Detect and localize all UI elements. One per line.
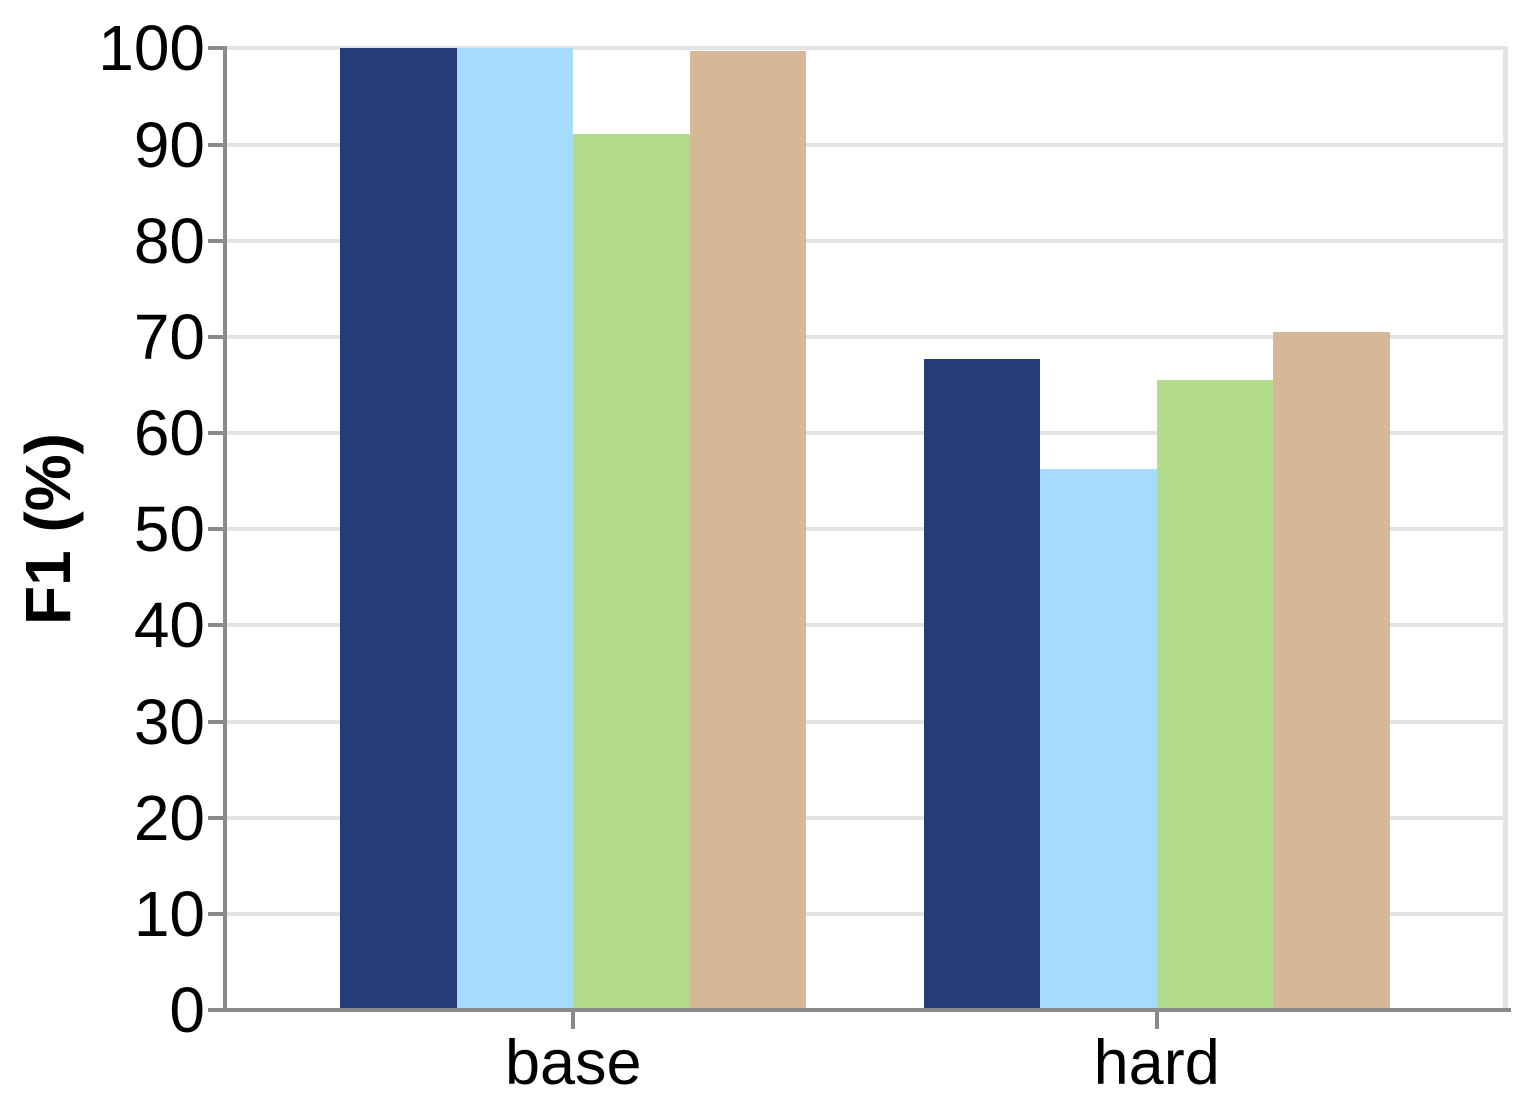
y-tick-90	[208, 142, 223, 147]
y-tick-60	[208, 431, 223, 436]
y-tick-20	[208, 815, 223, 820]
y-tick-label-100: 100	[98, 12, 205, 85]
bar-hard-green	[1156, 380, 1274, 1010]
y-tick-label-50: 50	[133, 493, 205, 566]
y-gridline-60	[225, 431, 1505, 436]
y-tick-label-70: 70	[133, 300, 205, 373]
y-tick-label-20: 20	[133, 781, 205, 854]
y-gridline-80	[225, 238, 1505, 243]
y-tick-100	[208, 46, 223, 51]
x-tick-label-base: base	[504, 1028, 642, 1098]
bar-base-green	[573, 133, 690, 1010]
y-gridline-50	[225, 527, 1505, 532]
y-tick-10	[208, 911, 223, 916]
y-tick-label-40: 40	[133, 589, 205, 662]
y-gridline-20	[225, 815, 1505, 820]
y-axis-spine	[223, 46, 227, 1012]
bar-base-light-blue	[456, 48, 574, 1010]
y-tick-50	[208, 527, 223, 532]
x-tick-hard	[1154, 1012, 1159, 1029]
y-gridline-40	[225, 623, 1505, 628]
y-tick-40	[208, 623, 223, 628]
y-gridline-70	[225, 334, 1505, 339]
bar-hard-light-blue	[1040, 468, 1157, 1010]
bar-base-tan	[689, 51, 807, 1010]
y-gridline-10	[225, 911, 1505, 916]
x-tick-label-hard: hard	[1093, 1028, 1220, 1098]
y-gridline-100	[225, 46, 1505, 51]
y-tick-80	[208, 238, 223, 243]
bar-hard-navy	[923, 358, 1041, 1010]
y-tick-label-60: 60	[133, 397, 205, 470]
right-spine	[1503, 46, 1508, 1012]
y-tick-label-10: 10	[133, 877, 205, 950]
y-axis-title: F1 (%)	[12, 433, 84, 625]
y-tick-70	[208, 334, 223, 339]
y-tick-label-90: 90	[133, 108, 205, 181]
x-axis-spine	[223, 1008, 1511, 1012]
y-tick-30	[208, 719, 223, 724]
y-gridline-30	[225, 719, 1505, 724]
bar-hard-tan	[1273, 332, 1390, 1010]
y-gridline-90	[225, 142, 1505, 147]
y-tick-label-0: 0	[169, 974, 205, 1046]
y-tick-0	[208, 1008, 223, 1012]
y-tick-label-30: 30	[133, 685, 205, 758]
bar-base-navy	[340, 48, 457, 1010]
x-tick-base	[571, 1012, 576, 1029]
y-tick-label-80: 80	[133, 204, 205, 277]
